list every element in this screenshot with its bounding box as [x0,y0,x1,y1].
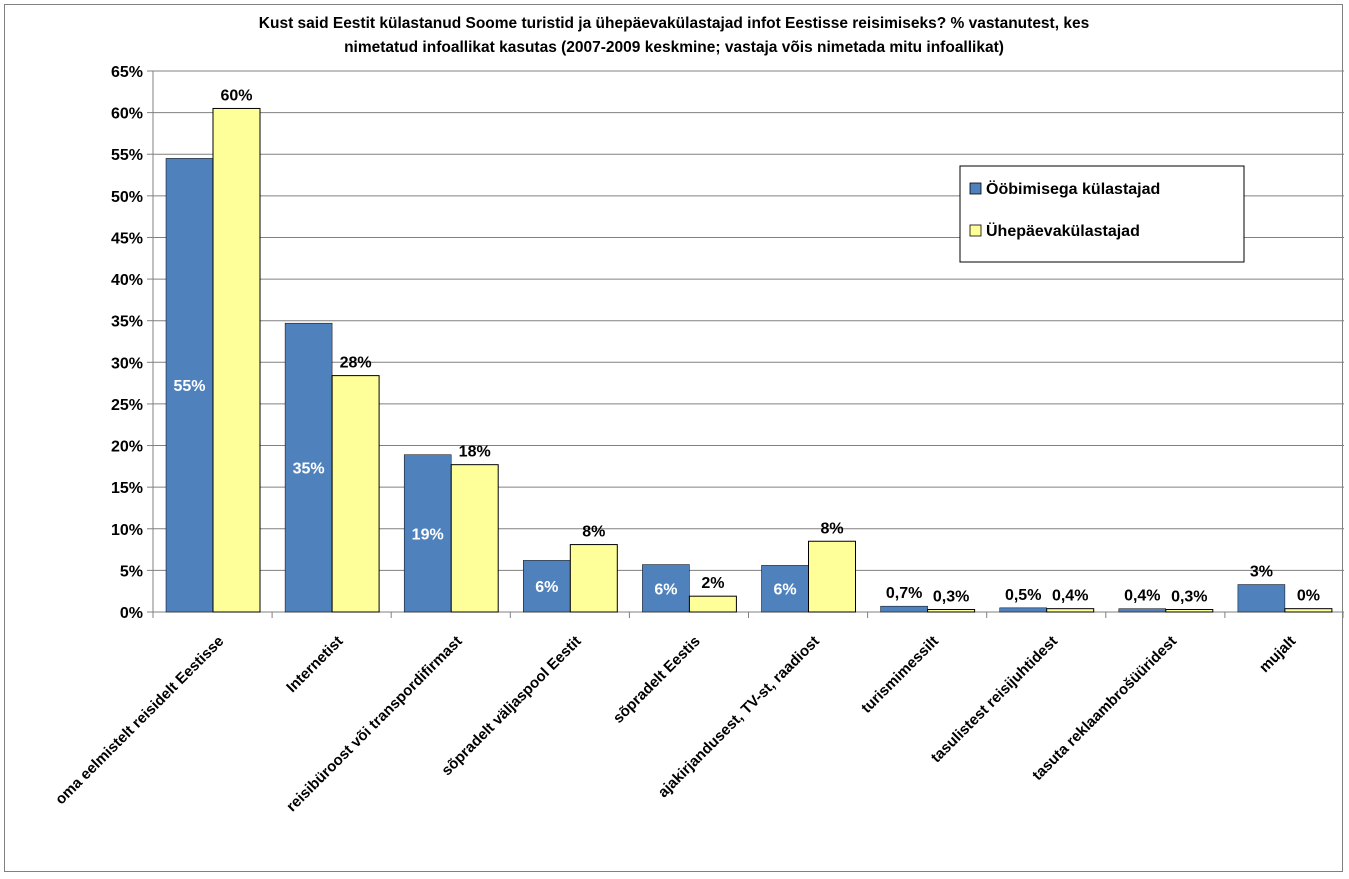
data-label: 28% [340,355,372,372]
bar-uhepaeva [688,595,737,613]
y-tick-label: 35% [111,314,143,331]
data-label: 18% [459,444,491,461]
bar-oobimisega [165,158,214,613]
category-label: Internetist [283,633,346,696]
bar-oobimisega [761,565,809,613]
y-tick-label: 10% [111,522,143,539]
bar-uhepaeva [1165,609,1214,613]
category-label: sõpradelt väljaspool Eestit [438,633,584,779]
bar-oobimisega [523,560,571,613]
y-tick-label: 0% [120,605,143,622]
bar-chart: Kust said Eestit külastanud Soome turist… [52,15,1344,815]
category-label: mujalt [1256,633,1299,676]
legend-swatch [969,224,982,237]
y-tick-label: 45% [111,230,143,247]
data-label: 8% [820,520,843,537]
y-tick-label: 20% [111,439,143,456]
legend-swatch [969,182,982,195]
data-label: 3% [1250,564,1273,581]
data-label: 55% [173,378,205,395]
bar-uhepaeva [450,464,499,613]
category-label: turismimessilt [858,633,942,717]
bar-uhepaeva [331,375,380,613]
chart-frame: Kust said Eestit külastanud Soome turist… [4,4,1344,872]
chart-title-line: nimetatud infoallikat kasutas (2007-2009… [344,39,1004,56]
bar-uhepaeva [808,540,856,613]
bar-uhepaeva [569,544,618,613]
category-label: oma eelmistelt reisidelt Eestisse [52,633,227,808]
bar-uhepaeva [927,609,976,613]
data-label: 6% [535,579,558,596]
y-tick-label: 5% [120,563,143,580]
bar-uhepaeva [212,107,261,613]
bar-uhepaeva [1046,608,1095,613]
data-label: 6% [654,581,677,598]
y-tick-label: 55% [111,147,143,164]
y-tick-label: 15% [111,480,143,497]
data-label: 0,4% [1124,588,1160,605]
bar-uhepaeva [1284,608,1333,613]
category-label: tasuta reklaambrošüüridest [1029,633,1180,784]
data-label: 0,3% [933,589,969,606]
chart-title-line: Kust said Eestit külastanud Soome turist… [259,15,1089,32]
data-label: 6% [773,582,796,599]
data-label: 60% [220,87,252,104]
category-label: sõpradelt Eestis [610,633,704,727]
bar-oobimisega [880,605,928,613]
y-tick-label: 40% [111,272,143,289]
y-tick-label: 50% [111,189,143,206]
bar-oobimisega [999,607,1047,613]
bar-oobimisega [1237,584,1286,613]
data-label: 0,7% [886,585,922,602]
data-label: 35% [293,461,325,478]
data-label: 0,5% [1005,587,1041,604]
bar-oobimisega [642,564,690,613]
y-tick-label: 65% [111,64,143,81]
data-label: 8% [582,524,605,541]
data-label: 0% [1297,588,1320,605]
y-tick-label: 60% [111,106,143,123]
legend-label: Ühepäevakülastajad [986,221,1140,240]
legend-label: Ööbimisega külastajad [986,179,1160,198]
data-label: 19% [412,526,444,543]
data-label: 0,4% [1052,588,1088,605]
y-tick-label: 25% [111,397,143,414]
bar-oobimisega [403,454,452,613]
category-label: tasulistest reisijuhtidest [928,633,1061,766]
y-tick-label: 30% [111,355,143,372]
bar-oobimisega [1118,608,1167,613]
data-label: 2% [701,575,724,592]
legend-box [959,165,1245,263]
data-label: 0,3% [1171,589,1207,606]
